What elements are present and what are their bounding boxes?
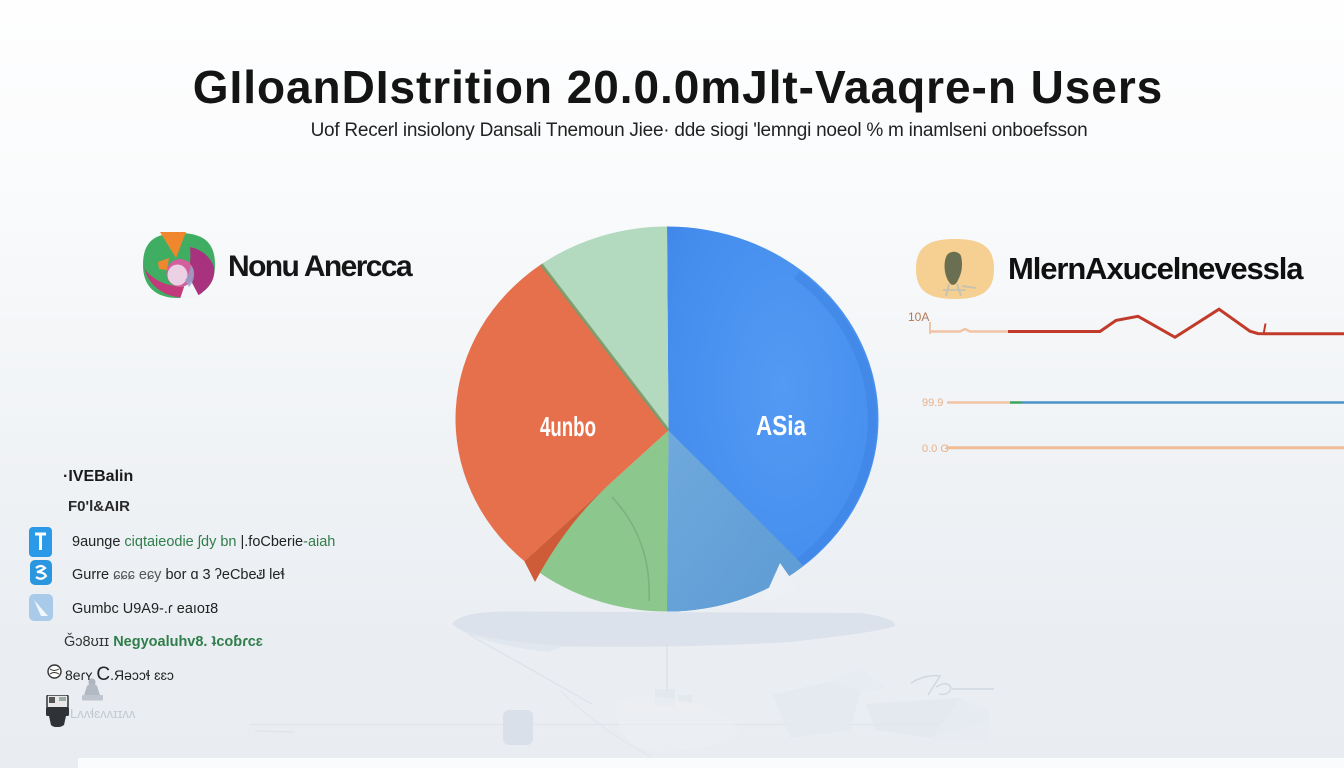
- svg-text:0.0 G: 0.0 G: [922, 443, 949, 455]
- svg-text:10A: 10A: [908, 310, 929, 324]
- svg-text:ASia: ASia: [756, 410, 806, 441]
- svg-text:99.9: 99.9: [922, 397, 943, 409]
- svg-text:4unbo: 4unbo: [540, 411, 596, 442]
